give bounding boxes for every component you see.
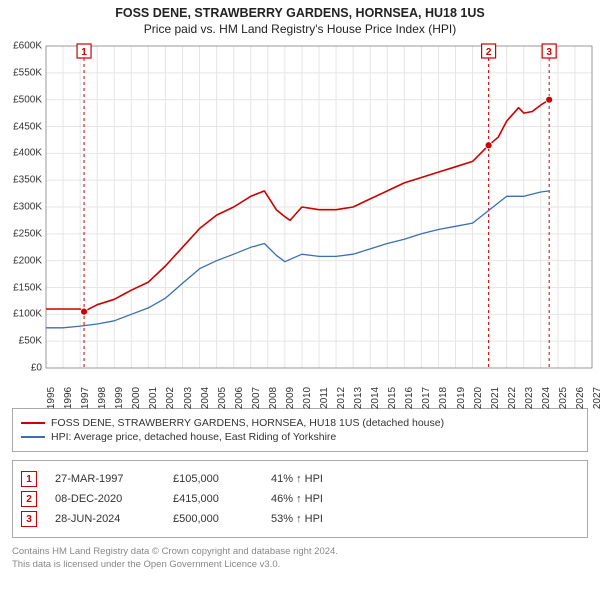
chart-title-address: FOSS DENE, STRAWBERRY GARDENS, HORNSEA, … — [8, 6, 592, 20]
sale-marker-2: 2 — [21, 491, 37, 507]
sale-price: £415,000 — [173, 493, 253, 505]
legend-label-hpi: HPI: Average price, detached house, East… — [51, 431, 336, 443]
svg-text:3: 3 — [546, 47, 552, 58]
plot-area: £0£50K£100K£150K£200K£250K£300K£350K£400… — [0, 38, 600, 408]
attribution-line1: Contains HM Land Registry data © Crown c… — [12, 546, 588, 559]
attribution-line2: This data is licensed under the Open Gov… — [12, 559, 588, 572]
attribution: Contains HM Land Registry data © Crown c… — [12, 546, 588, 572]
sale-row: 3 28-JUN-2024 £500,000 53% ↑ HPI — [21, 511, 579, 527]
sale-price: £105,000 — [173, 473, 253, 485]
sale-pct: 53% ↑ HPI — [271, 513, 323, 525]
sale-row: 2 08-DEC-2020 £415,000 46% ↑ HPI — [21, 491, 579, 507]
svg-text:2: 2 — [486, 47, 492, 58]
sale-marker-3: 3 — [21, 511, 37, 527]
legend-item-property: FOSS DENE, STRAWBERRY GARDENS, HORNSEA, … — [21, 417, 579, 429]
legend-swatch-property — [21, 422, 45, 424]
legend-item-hpi: HPI: Average price, detached house, East… — [21, 431, 579, 443]
sale-price: £500,000 — [173, 513, 253, 525]
legend-swatch-hpi — [21, 436, 45, 438]
sale-pct: 46% ↑ HPI — [271, 493, 323, 505]
chart-container: FOSS DENE, STRAWBERRY GARDENS, HORNSEA, … — [0, 0, 600, 572]
legend: FOSS DENE, STRAWBERRY GARDENS, HORNSEA, … — [12, 408, 588, 452]
sales-list: 1 27-MAR-1997 £105,000 41% ↑ HPI 2 08-DE… — [12, 460, 588, 538]
legend-label-property: FOSS DENE, STRAWBERRY GARDENS, HORNSEA, … — [51, 417, 444, 429]
sale-row: 1 27-MAR-1997 £105,000 41% ↑ HPI — [21, 471, 579, 487]
plot-svg: 1 2 3 — [46, 46, 592, 368]
sale-pct: 41% ↑ HPI — [271, 473, 323, 485]
sale-marker-1: 1 — [21, 471, 37, 487]
svg-text:1: 1 — [81, 47, 87, 58]
sale-date: 27-MAR-1997 — [55, 473, 155, 485]
x-axis-labels: 1995199619971998199920002001200220032004… — [46, 368, 592, 408]
sale-date: 28-JUN-2024 — [55, 513, 155, 525]
chart-titles: FOSS DENE, STRAWBERRY GARDENS, HORNSEA, … — [0, 0, 600, 38]
y-axis-labels: £0£50K£100K£150K£200K£250K£300K£350K£400… — [0, 38, 46, 408]
chart-subtitle: Price paid vs. HM Land Registry's House … — [8, 22, 592, 36]
sale-date: 08-DEC-2020 — [55, 493, 155, 505]
